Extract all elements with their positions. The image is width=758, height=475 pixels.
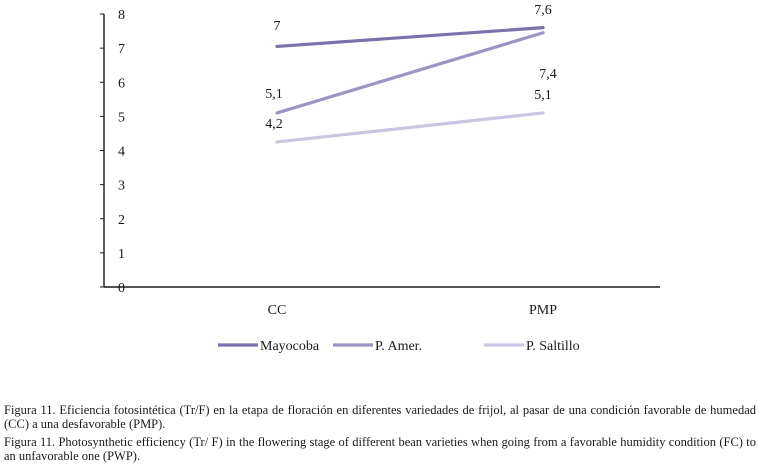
series-line-mayocoba	[275, 26, 545, 49]
data-label: 5,1	[534, 88, 552, 103]
chart-series: 7 7,6 5,1 7,4 4,2 5,1	[265, 3, 557, 144]
x-tick-label: CC	[268, 303, 287, 318]
y-tick-label: 0	[118, 281, 125, 296]
y-tick-label: 5	[118, 110, 125, 125]
legend-label: P. Amer.	[375, 339, 422, 354]
series-line-p-amer	[275, 31, 545, 115]
legend-label: P. Saltillo	[526, 339, 580, 354]
data-label: 4,2	[265, 117, 283, 132]
chart-axes: 0 1 2 3 4 5 6 7 8 CC PMP	[100, 8, 660, 318]
chart-legend: Mayocoba P. Amer. P. Saltillo	[218, 339, 580, 354]
figure-caption-spanish: Figura 11. Eficiencia fotosintética (Tr/…	[4, 403, 756, 431]
x-tick-label: PMP	[529, 303, 557, 318]
y-tick-label: 6	[118, 76, 125, 91]
line-chart: 0 1 2 3 4 5 6 7 8 CC PMP 7 7,6 5,1 7,4 4,2 5,1 Mayocoba…	[100, 3, 660, 354]
y-tick-label: 7	[118, 42, 125, 57]
figure-caption-english: Figura 11. Photosynthetic efficiency (Tr…	[4, 435, 756, 463]
y-tick-label: 4	[118, 145, 125, 160]
legend-label: Mayocoba	[260, 339, 320, 354]
data-label: 5,1	[265, 87, 283, 102]
series-line-p-saltillo	[275, 111, 545, 144]
y-tick-label: 8	[118, 8, 125, 23]
y-tick-label: 2	[118, 213, 125, 228]
y-tick-label: 1	[118, 247, 125, 262]
data-label: 7,4	[539, 67, 557, 82]
data-label: 7,6	[534, 3, 552, 18]
data-label: 7	[274, 19, 281, 34]
y-tick-label: 3	[118, 179, 125, 194]
